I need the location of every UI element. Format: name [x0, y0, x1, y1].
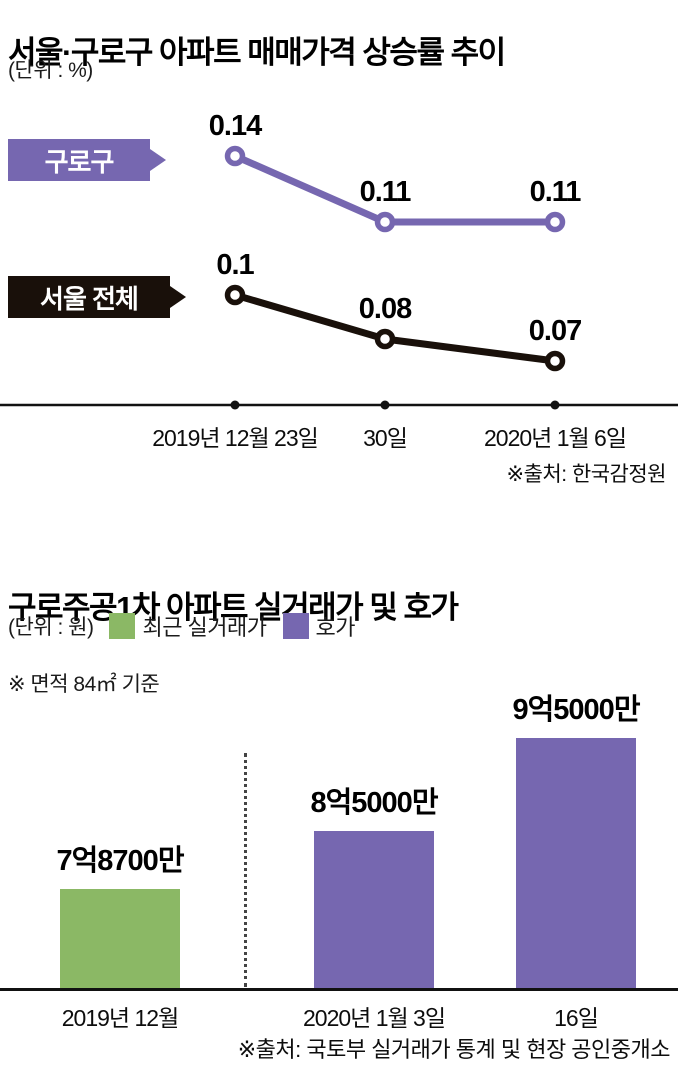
bar-recent-transaction: [60, 889, 180, 988]
legend-label-asking-price: 호가: [315, 615, 356, 640]
bar-chart-unit-label: (단위 : 원): [8, 616, 94, 639]
bar-chart-baseline: [0, 988, 678, 991]
dotted-divider: [244, 753, 247, 987]
bar-value-label: 8억5000만: [310, 787, 438, 819]
x-tick-label: 30일: [363, 425, 408, 451]
x-tick-label: 16일: [554, 1005, 599, 1031]
x-tick-label: 2020년 1월 3일: [302, 1005, 446, 1031]
bar-group-2020-01-03: 8억5000만: [310, 740, 439, 988]
data-point-marker: [374, 328, 396, 350]
series-label-guro-text: 구로구: [44, 146, 115, 177]
value-label: 0.08: [359, 293, 412, 325]
legend-swatch-asking-price: [282, 613, 309, 639]
bar-asking-price-1: [314, 831, 434, 988]
bar-group-2020-01-16: 9억5000만: [512, 694, 641, 988]
callout-arrow-icon: [170, 286, 186, 308]
bar-chart-area: 7억8700만 8억5000만 9억5000만: [0, 694, 678, 988]
line-chart-source: ※출처: 한국감정원: [506, 463, 666, 486]
bar-group-2019-12: 7억8700만: [56, 740, 185, 988]
bar-chart-title: 구로주공1차 아파트 실거래가 및 호가: [8, 589, 459, 625]
axis-tick-dot: [230, 400, 240, 410]
axis-tick-dot: [550, 400, 560, 410]
series-label-guro: 구로구: [8, 139, 166, 181]
bar-value-label: 7억8700만: [56, 845, 184, 877]
value-label: 0.14: [209, 110, 262, 142]
x-tick-label: 2020년 1월 6일: [483, 425, 627, 451]
data-point-marker: [544, 211, 566, 233]
bar-value-label: 9억5000만: [512, 694, 640, 726]
value-label: 0.1: [216, 249, 254, 281]
data-point-marker: [224, 284, 246, 306]
value-label: 0.07: [529, 315, 581, 347]
bar-chart-legend: (단위 : 원) 최근 실거래가 호가: [8, 610, 356, 642]
area-basis-note: ※ 면적 84㎡ 기준: [8, 673, 160, 696]
x-tick-label: 2019년 12월: [61, 1005, 179, 1031]
legend-swatch-recent-price: [109, 613, 136, 639]
bar-asking-price-2: [516, 738, 636, 988]
line-chart-unit-label: (단위 : %): [8, 59, 93, 82]
legend-label-recent-price: 최근 실거래가: [142, 615, 267, 640]
axis-tick-dot: [380, 400, 390, 410]
value-label: 0.11: [530, 176, 582, 208]
data-point-marker: [374, 211, 396, 233]
line-chart-canvas: 0.14 0.11 0.11 0.1 0.08 0.07: [0, 110, 678, 410]
callout-arrow-icon: [150, 149, 166, 171]
value-label: 0.11: [360, 176, 412, 208]
line-chart-title: 서울·구로구 아파트 매매가격 상승률 추이: [8, 34, 506, 70]
data-point-marker: [544, 350, 566, 372]
x-tick-label: 2019년 12월 23일: [152, 425, 319, 451]
series-label-seoul: 서울 전체: [8, 276, 186, 318]
series-label-seoul-text: 서울 전체: [40, 283, 139, 314]
data-point-marker: [224, 145, 246, 167]
bar-chart-source: ※출처: 국토부 실거래가 통계 및 현장 공인중개소: [237, 1037, 671, 1062]
